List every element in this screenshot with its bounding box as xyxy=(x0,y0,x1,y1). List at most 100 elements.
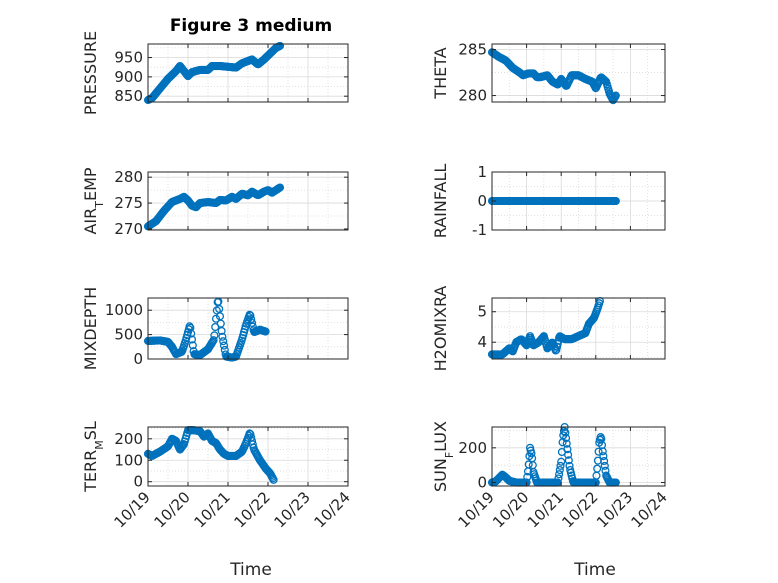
y-tick-label: 200 xyxy=(114,430,143,448)
data-point xyxy=(561,434,571,443)
y-axis-label: H2OMIXRA xyxy=(431,286,450,372)
subplot-air_temp: 270 275 280 AIRTEMP xyxy=(81,167,349,238)
y-tick-label: 5 xyxy=(477,303,487,321)
data-point xyxy=(261,327,270,336)
data-point xyxy=(594,447,603,456)
y-tick-label: 0 xyxy=(133,350,143,368)
x-tick-label: 10/22 xyxy=(558,488,601,531)
axes-box xyxy=(491,297,666,360)
y-tick-label: 1000 xyxy=(105,301,143,319)
y-tick-label: -1 xyxy=(472,221,487,239)
subplot-mixdepth: 0 500 1000 MIXDEPTH xyxy=(81,287,349,370)
x-tick-label: 10/19 xyxy=(111,488,154,531)
data-point xyxy=(600,456,609,466)
y-tick-label: 950 xyxy=(114,49,143,67)
data-point xyxy=(598,447,607,456)
data-point xyxy=(554,474,563,483)
x-tick-label: 10/24 xyxy=(311,488,354,531)
axes-box xyxy=(491,426,666,487)
data-point xyxy=(187,329,196,338)
y-tick-label: 1 xyxy=(477,163,487,181)
data-point xyxy=(527,449,536,458)
subplot-h2omixra: 4 5 H2OMIXRA xyxy=(431,286,666,372)
x-tick-label: 10/22 xyxy=(231,488,274,531)
y-tick-label: 0 xyxy=(133,473,143,491)
data-point xyxy=(564,450,573,459)
data-point xyxy=(563,445,572,454)
subplot-rainfall: -1 0 1 RAINFALL xyxy=(431,163,666,239)
data-point xyxy=(275,183,285,192)
data-point xyxy=(186,323,195,332)
y-tick-label: 0 xyxy=(477,192,487,210)
x-axis-label-left: Time xyxy=(229,560,272,580)
x-tick-label: 10/19 xyxy=(455,488,498,531)
y-axis-label: RAINFALL xyxy=(431,164,450,239)
x-tick-label: 10/24 xyxy=(628,488,671,531)
data-point xyxy=(593,464,602,473)
data-point xyxy=(178,442,187,451)
data-point xyxy=(188,341,197,350)
y-tick-label: 275 xyxy=(114,194,143,212)
data-point xyxy=(559,427,569,436)
data-point xyxy=(599,452,608,461)
data-point xyxy=(555,470,564,479)
data-point xyxy=(218,332,227,341)
data-point xyxy=(562,439,571,448)
axes-box xyxy=(147,171,349,231)
y-tick-label: 100 xyxy=(114,451,143,469)
y-tick-label: 280 xyxy=(458,87,487,105)
y-axis-label: TERRMSL xyxy=(81,421,106,493)
x-tick-label: 10/21 xyxy=(191,488,234,531)
y-tick-label: 200 xyxy=(458,439,487,457)
data-point xyxy=(247,315,256,324)
plot-area xyxy=(492,427,665,486)
y-tick-label: 270 xyxy=(114,220,143,238)
axes-box xyxy=(147,426,349,487)
axes-box xyxy=(147,43,349,103)
data-point xyxy=(246,311,255,320)
data-point xyxy=(211,314,221,323)
figure-title: Figure 3 medium xyxy=(170,16,332,36)
data-point xyxy=(524,460,533,469)
data-point xyxy=(219,337,228,346)
data-point xyxy=(210,331,219,340)
y-axis-label: PRESSURE xyxy=(81,31,100,115)
data-point xyxy=(211,322,220,332)
data-point xyxy=(600,461,609,470)
data-point xyxy=(557,457,566,466)
y-tick-label: 280 xyxy=(114,168,143,186)
data-point xyxy=(564,456,573,465)
data-point xyxy=(523,472,532,482)
axes-box xyxy=(491,43,666,103)
subplot-theta: 280 285 THETA xyxy=(431,41,666,105)
y-tick-label: 0 xyxy=(477,474,487,492)
x-tick-label: 10/23 xyxy=(271,488,314,531)
x-tick-label: 10/23 xyxy=(593,488,636,531)
data-point xyxy=(556,461,565,470)
y-tick-label: 4 xyxy=(477,333,487,351)
y-axis-label: AIRTEMP xyxy=(81,167,106,234)
y-tick-label: 900 xyxy=(114,68,143,86)
data-point xyxy=(275,41,285,50)
data-point xyxy=(611,91,620,100)
x-axis-label-right: Time xyxy=(573,560,616,580)
y-axis-label: SUNFLUX xyxy=(431,421,456,492)
y-tick-label: 285 xyxy=(458,41,487,59)
y-axis-label: THETA xyxy=(431,47,450,99)
y-tick-label: 500 xyxy=(114,326,143,344)
x-tick-label: 10/20 xyxy=(489,488,532,531)
data-point xyxy=(217,326,226,335)
x-tick-label: 10/20 xyxy=(151,488,194,531)
data-point xyxy=(555,465,564,475)
data-point xyxy=(561,428,570,437)
y-axis-label: MIXDEPTH xyxy=(81,287,100,370)
data-point xyxy=(209,336,218,345)
data-point xyxy=(269,475,278,484)
data-point xyxy=(247,318,257,327)
data-point xyxy=(219,341,229,350)
axes-box xyxy=(147,297,349,360)
